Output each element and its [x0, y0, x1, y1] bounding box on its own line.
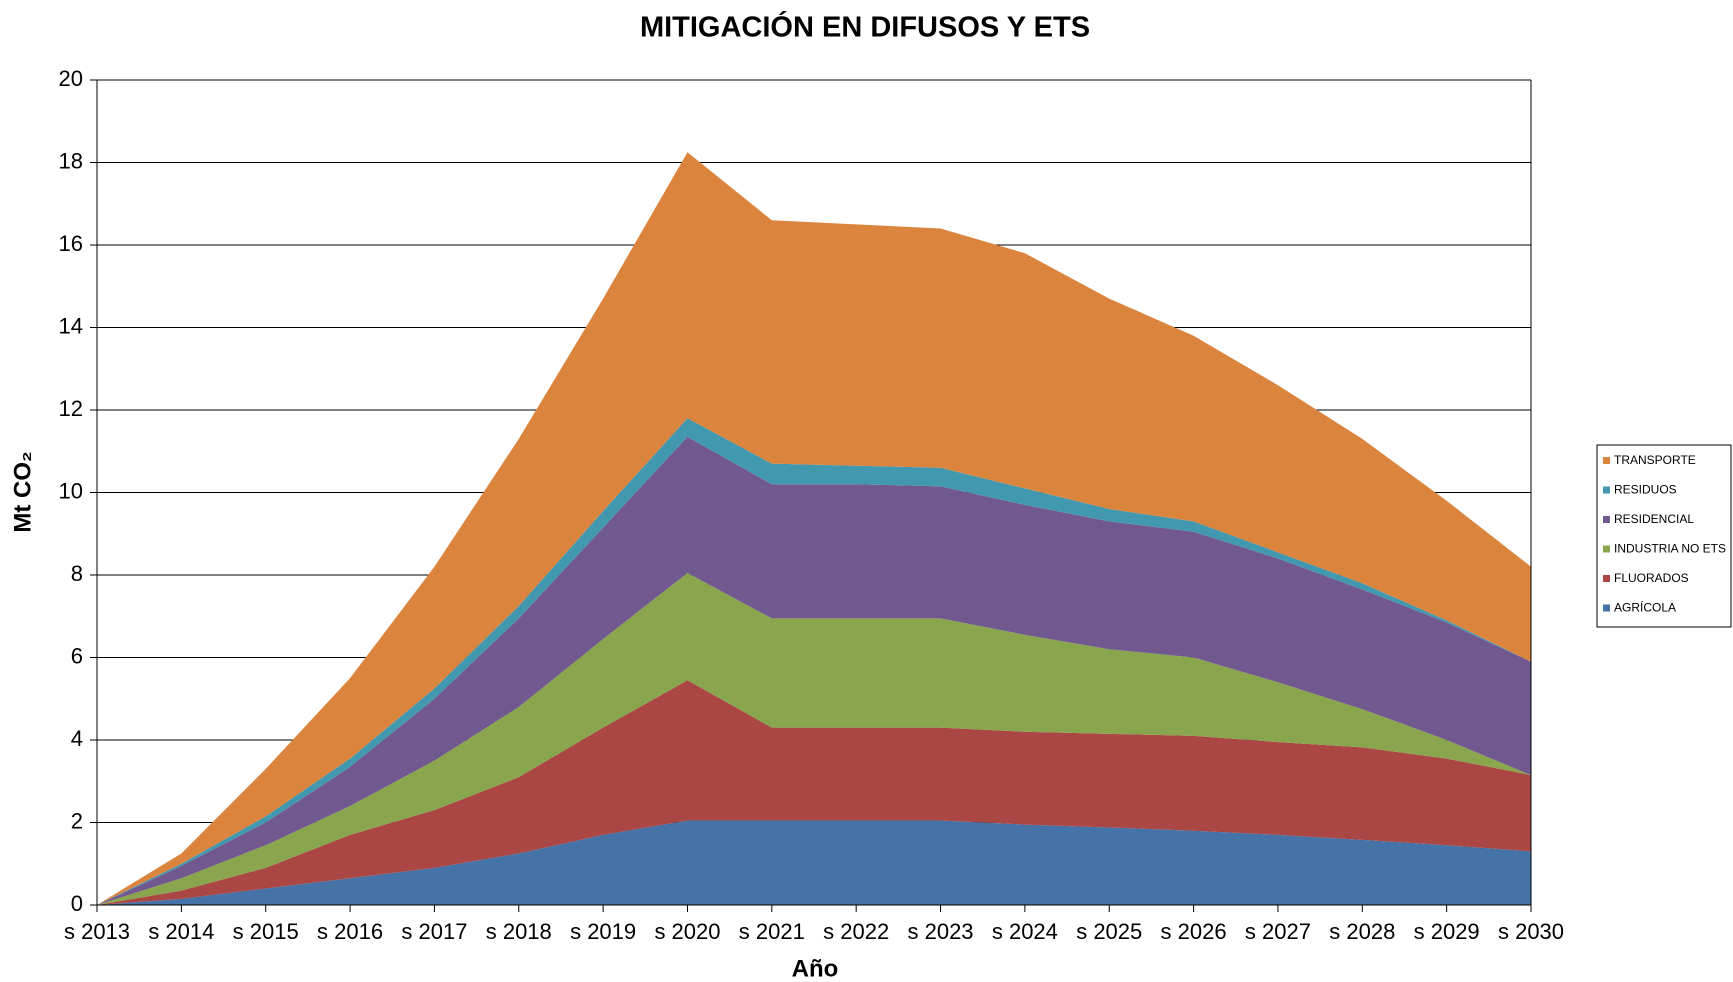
chart-title: MITIGACIÓN EN DIFUSOS Y ETS	[640, 10, 1090, 44]
legend-swatch	[1603, 545, 1610, 553]
y-tick-label: 16	[59, 231, 83, 256]
x-tick-label: s 2028	[1329, 919, 1395, 944]
legend-swatch	[1603, 575, 1610, 582]
x-tick-label: s 2026	[1161, 919, 1227, 944]
legend-swatch	[1603, 604, 1610, 612]
x-tick-label: s 2024	[992, 919, 1058, 944]
x-tick-label: s 2021	[739, 919, 805, 944]
y-tick-label: 4	[71, 726, 83, 751]
x-tick-label: s 2025	[1076, 919, 1142, 944]
legend	[1596, 444, 1732, 628]
legend-label: TRANSPORTE	[1614, 453, 1696, 467]
y-tick-label: 0	[71, 891, 83, 916]
y-tick-label: 14	[59, 313, 83, 338]
x-tick-label: s 2016	[317, 919, 383, 944]
y-axis-label: Mt CO₂	[9, 451, 36, 532]
legend-label: RESIDENCIAL	[1614, 512, 1694, 526]
x-axis-label: Año	[792, 955, 839, 982]
legend-swatch	[1603, 457, 1610, 464]
x-tick-label: s 2014	[148, 919, 214, 944]
y-tick-label: 2	[71, 808, 83, 833]
x-tick-label: s 2015	[233, 919, 299, 944]
legend-label: AGRÍCOLA	[1614, 600, 1676, 615]
x-tick-label: s 2030	[1498, 919, 1564, 944]
x-tick-label: s 2027	[1245, 919, 1311, 944]
legend-swatch	[1603, 486, 1610, 494]
x-tick-label: s 2020	[654, 919, 720, 944]
area	[97, 572, 1531, 905]
x-tick-label: s 2023	[907, 919, 973, 944]
y-tick-label: 12	[59, 396, 83, 421]
y-tick-label: 18	[59, 148, 83, 173]
y-tick-label: 8	[71, 561, 83, 586]
x-tick-label: s 2018	[486, 919, 552, 944]
legend-label: FLUORADOS	[1614, 571, 1689, 585]
x-tick-label: s 2029	[1414, 919, 1480, 944]
x-tick-label: s 2013	[64, 919, 130, 944]
area	[97, 820, 1531, 905]
area	[97, 680, 1531, 905]
legend-label: RESIDUOS	[1614, 483, 1677, 497]
y-tick-label: 6	[71, 643, 83, 668]
x-tick-label: s 2017	[401, 919, 467, 944]
x-tick-label: s 2019	[570, 919, 636, 944]
legend-label: INDUSTRIA NO ETS	[1614, 542, 1726, 556]
legend-swatch	[1603, 516, 1610, 523]
area	[97, 436, 1531, 905]
y-tick-label: 10	[59, 478, 83, 503]
x-tick-label: s 2022	[823, 919, 889, 944]
area	[97, 152, 1531, 905]
y-tick-label: 20	[59, 66, 83, 91]
